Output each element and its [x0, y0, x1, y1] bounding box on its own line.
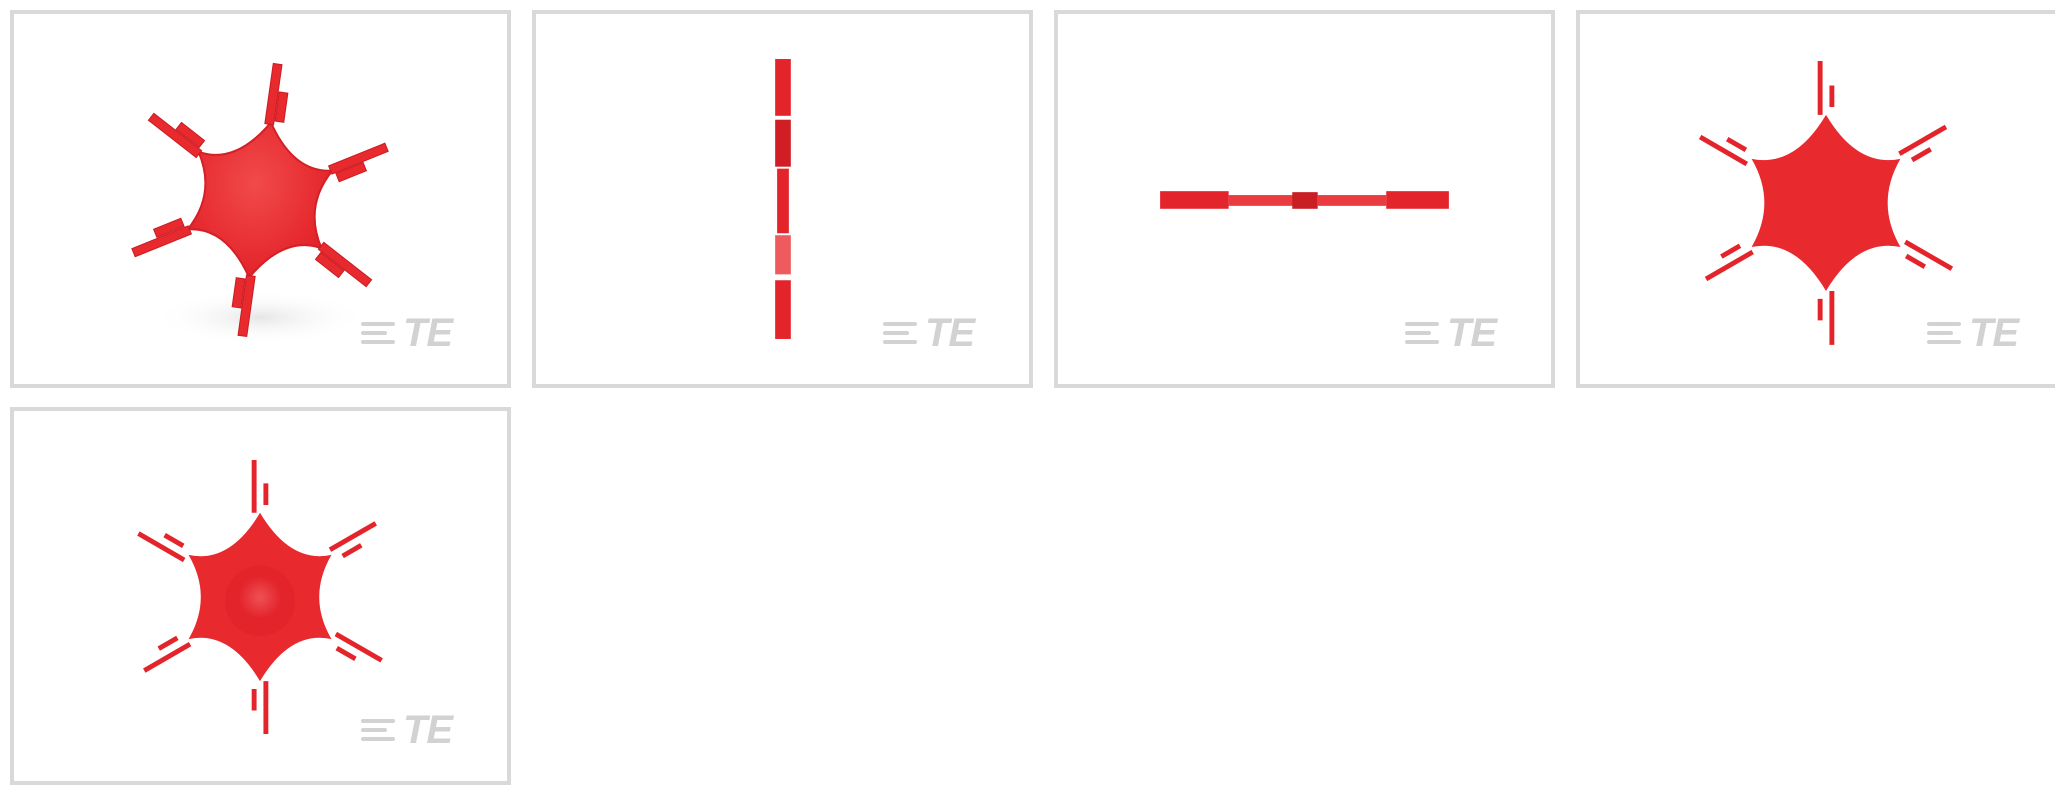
te-logo-watermark: TE [361, 311, 471, 355]
part-image-side [775, 59, 791, 339]
thumbnail-front-view[interactable]: TE [1576, 10, 2055, 388]
part-image-isometric [131, 62, 389, 345]
te-logo-text: TE [1969, 311, 2019, 355]
part-image-front [1698, 60, 1954, 345]
te-logo-watermark: TE [883, 311, 993, 355]
te-logo-watermark: TE [1927, 311, 2037, 355]
te-logo-watermark: TE [1405, 311, 1515, 355]
thumbnail-isometric-view[interactable]: TE [10, 10, 511, 388]
te-logo-text: TE [403, 708, 453, 752]
thumbnail-top-view[interactable]: TE [1054, 10, 1555, 388]
te-logo-text: TE [1447, 311, 1497, 355]
te-logo-text: TE [403, 311, 453, 355]
thumbnail-back-view[interactable]: TE [10, 407, 511, 785]
thumbnail-side-view[interactable]: TE [532, 10, 1033, 388]
part-image-back [137, 459, 383, 735]
te-logo-watermark: TE [361, 708, 471, 752]
te-logo-text: TE [925, 311, 975, 355]
part-image-top [1160, 191, 1449, 209]
